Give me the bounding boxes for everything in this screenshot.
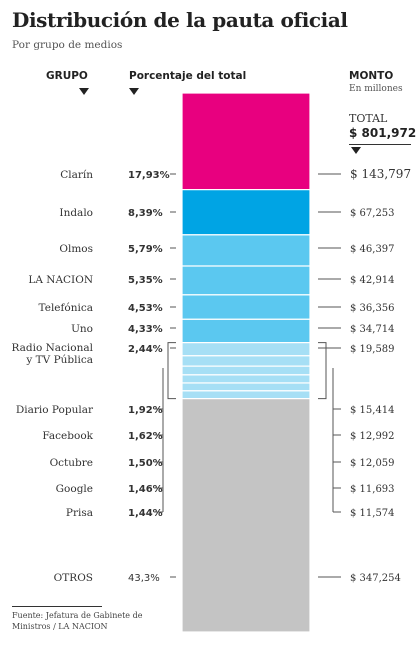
bar-segment bbox=[181, 382, 311, 392]
source-divider bbox=[12, 606, 102, 607]
percent-label: 1,92% bbox=[128, 405, 163, 416]
percent-label: 43,3% bbox=[128, 573, 160, 584]
total-value: $ 801,972 bbox=[349, 126, 417, 140]
amount-label: $ 11,574 bbox=[350, 508, 395, 519]
bar-segment bbox=[181, 294, 311, 320]
bar-segment bbox=[181, 374, 311, 384]
bar-segment bbox=[181, 398, 311, 633]
percent-label: 17,93% bbox=[128, 170, 170, 181]
source-note: Fuente: Jefatura de Gabinete de Ministro… bbox=[12, 611, 143, 631]
amount-label: $ 36,356 bbox=[350, 303, 395, 314]
total-label: TOTAL bbox=[349, 112, 388, 125]
header-porcentaje: Porcentaje del total bbox=[129, 70, 247, 82]
group-bracket bbox=[167, 342, 176, 400]
amount-label: $ 12,059 bbox=[350, 458, 395, 469]
percent-label: 4,53% bbox=[128, 303, 163, 314]
bar-segment bbox=[181, 92, 311, 191]
category-label: LA NACION bbox=[28, 274, 93, 286]
category-label: y TV Pública bbox=[25, 354, 93, 366]
bar-segment bbox=[181, 265, 311, 296]
percent-label: 1,44% bbox=[128, 508, 163, 519]
header-grupo: GRUPO bbox=[46, 70, 88, 82]
page-title: Distribución de la pauta oficial bbox=[12, 8, 348, 32]
percent-label: 4,33% bbox=[128, 324, 163, 335]
percent-label: 2,44% bbox=[128, 344, 163, 355]
chevron-down-icon bbox=[129, 88, 139, 95]
amount-label: $ 19,589 bbox=[350, 344, 395, 355]
bar-segment bbox=[181, 318, 311, 344]
category-label: Google bbox=[56, 483, 93, 495]
percent-label: 1,62% bbox=[128, 431, 163, 442]
amount-label: $ 143,797 bbox=[350, 167, 411, 181]
percent-label: 1,46% bbox=[128, 484, 163, 495]
category-label: Octubre bbox=[50, 457, 93, 469]
bar-segment bbox=[181, 342, 311, 357]
amount-label: $ 11,693 bbox=[350, 484, 395, 495]
page-subtitle: Por grupo de medios bbox=[12, 39, 123, 51]
bar-segment bbox=[181, 365, 311, 376]
category-label: OTROS bbox=[54, 572, 93, 584]
bar-segment bbox=[181, 189, 311, 236]
chevron-down-icon bbox=[79, 88, 89, 95]
percent-label: 1,50% bbox=[128, 458, 163, 469]
category-label: Facebook bbox=[42, 430, 93, 442]
percent-label: 5,79% bbox=[128, 244, 163, 255]
category-label: Uno bbox=[71, 323, 93, 335]
header-monto-sub: En millones bbox=[349, 84, 403, 94]
percent-label: 8,39% bbox=[128, 208, 163, 219]
amount-label: $ 15,414 bbox=[350, 405, 395, 416]
amount-label: $ 12,992 bbox=[350, 431, 395, 442]
percent-label: 5,35% bbox=[128, 275, 163, 286]
chevron-down-icon bbox=[351, 147, 361, 154]
category-label: Olmos bbox=[59, 243, 93, 255]
amount-label: $ 347,254 bbox=[350, 573, 401, 584]
bar-segment bbox=[181, 390, 311, 400]
category-label: Prisa bbox=[66, 507, 93, 519]
category-label: Indalo bbox=[59, 207, 93, 219]
amount-label: $ 67,253 bbox=[350, 208, 395, 219]
group-bracket bbox=[318, 342, 327, 400]
amount-label: $ 42,914 bbox=[350, 275, 395, 286]
category-label: Telefónica bbox=[39, 302, 93, 314]
bar-segment bbox=[181, 355, 311, 367]
header-monto: MONTO bbox=[349, 70, 394, 82]
bar-segment bbox=[181, 234, 311, 267]
amount-label: $ 46,397 bbox=[350, 244, 395, 255]
total-divider bbox=[349, 144, 411, 145]
amount-label: $ 34,714 bbox=[350, 324, 395, 335]
category-label: Clarín bbox=[60, 169, 93, 181]
category-label: Diario Popular bbox=[16, 404, 94, 416]
category-label: Radio Nacional bbox=[11, 342, 93, 354]
